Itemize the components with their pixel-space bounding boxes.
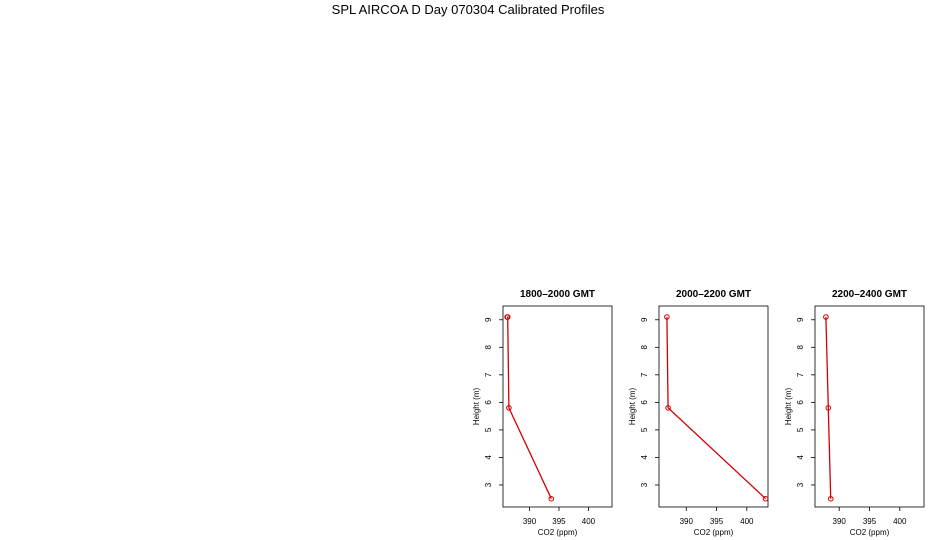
x-axis-label: CO2 (ppm) [538, 528, 578, 537]
data-point [665, 405, 671, 411]
y-tick-label: 6 [796, 400, 805, 405]
x-tick-label: 390 [680, 517, 694, 526]
y-tick-label: 9 [796, 317, 805, 322]
y-tick-label: 6 [484, 400, 493, 405]
y-tick-label: 8 [640, 345, 649, 350]
chart-panel-1: 1800–2000 GMT 3 4 5 6 7 8 9 390 395 400 CO2 (ppm) He… [472, 289, 613, 537]
x-tick-label: 395 [710, 517, 724, 526]
x-tick-label: 400 [893, 517, 907, 526]
y-axis-label: Height (m) [628, 387, 637, 425]
data-point [825, 405, 832, 411]
data-point [664, 314, 670, 320]
y-axis-label: Height (m) [472, 387, 481, 425]
plot-frame [658, 305, 769, 508]
y-tick-label: 5 [796, 427, 805, 432]
x-tick-label: 390 [833, 517, 847, 526]
page-title: SPL AIRCOA D Day 070304 Calibrated Profi… [331, 2, 605, 17]
x-tick-label: 395 [552, 517, 566, 526]
series-line [825, 316, 832, 499]
y-tick-label: 8 [484, 345, 493, 350]
y-tick-label: 9 [484, 317, 493, 322]
x-tick-label: 395 [863, 517, 877, 526]
x-tick-label: 400 [740, 517, 754, 526]
y-tick-label: 5 [640, 427, 649, 432]
y-tick-label: 4 [484, 455, 493, 460]
data-point [762, 495, 769, 502]
plot-frame [814, 305, 925, 508]
y-tick-label: 4 [796, 455, 805, 460]
x-axis-label: CO2 (ppm) [694, 528, 734, 537]
data-point [504, 314, 511, 320]
y-tick-label: 8 [796, 345, 805, 350]
chart-title: 2000–2200 GMT [676, 289, 751, 300]
data-point [548, 495, 555, 502]
y-tick-label: 6 [640, 400, 649, 405]
x-tick-label: 400 [582, 517, 596, 526]
x-axis-label: CO2 (ppm) [850, 528, 890, 537]
chart-title: 1800–2000 GMT [520, 289, 595, 300]
y-tick-label: 3 [796, 482, 805, 487]
series-line [507, 316, 552, 499]
y-tick-label: 7 [796, 372, 805, 377]
x-tick-label: 390 [523, 517, 537, 526]
y-axis-label: Height (m) [784, 387, 793, 425]
data-point [506, 405, 512, 411]
y-tick-label: 4 [640, 455, 649, 460]
plot-frame [502, 305, 613, 508]
series-line [666, 316, 767, 500]
chart-panel-2: 2000–2200 GMT 3 4 5 6 7 8 9 390 395 400 CO2 (ppm) He… [628, 289, 769, 537]
chart-title: 2200–2400 GMT [832, 289, 907, 300]
y-tick-label: 7 [484, 372, 493, 377]
y-tick-label: 7 [640, 372, 649, 377]
y-tick-label: 9 [640, 317, 649, 322]
y-tick-label: 3 [484, 482, 493, 487]
y-tick-label: 3 [640, 482, 649, 487]
data-point [823, 314, 829, 320]
data-point [827, 495, 834, 502]
y-tick-label: 5 [484, 427, 493, 432]
